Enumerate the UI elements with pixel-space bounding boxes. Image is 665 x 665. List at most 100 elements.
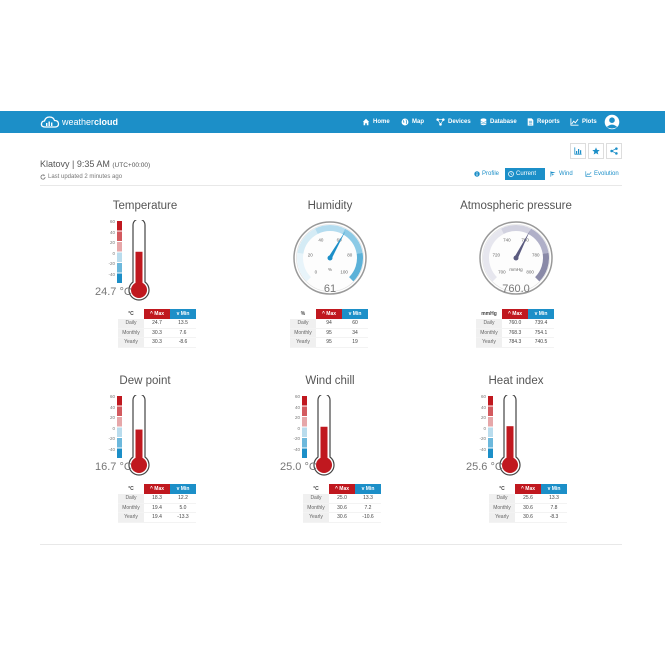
wind-chill-widget: Wind chill 60 40 20 0 -20 -40 25.0 °C °C ^ Max v M… xyxy=(250,375,410,535)
favorite-button[interactable] xyxy=(588,143,604,159)
scale-label: 60 xyxy=(109,219,115,224)
nav-map[interactable]: Map xyxy=(401,116,424,128)
min-label: Min xyxy=(538,310,548,317)
bar-chart-icon xyxy=(574,147,582,155)
max-header: ^ Max xyxy=(329,484,355,494)
thermometer xyxy=(117,395,150,476)
scale-segment xyxy=(302,448,307,458)
stats-unit: °C xyxy=(128,485,134,492)
max-value: 30.6 xyxy=(515,503,541,513)
tab-evolution[interactable]: Evolution xyxy=(582,168,622,180)
max-label: Max xyxy=(154,310,165,317)
humidity-widget: Humidity 0 20 40 60 80 100% 61% ^ Max v Min Daily 9… xyxy=(250,200,410,360)
tab-current-label: Current xyxy=(516,171,537,177)
scale-label: -20 xyxy=(108,261,115,266)
pressure-gauge: 700720740760780800mmHg760.0 xyxy=(479,221,553,295)
min-value: 7.6 xyxy=(170,328,196,338)
humidity-title: Humidity xyxy=(307,200,353,212)
scale-label: 20 xyxy=(109,240,115,245)
table-row: Daily 25.6 13.3 xyxy=(489,493,567,504)
min-value: -13.3 xyxy=(170,512,196,523)
row-label: Monthly xyxy=(476,328,502,338)
max-value: 25.0 xyxy=(329,493,355,504)
min-label: Min xyxy=(180,310,190,317)
gauge-tick-label: 720 xyxy=(492,252,500,257)
max-header: ^ Max xyxy=(515,484,541,494)
min-value: 34 xyxy=(342,328,368,338)
tab-current[interactable]: Current xyxy=(505,168,545,180)
nav-database-label: Database xyxy=(490,119,517,125)
row-label: Monthly xyxy=(303,503,329,513)
scale-segment xyxy=(488,406,493,416)
table-row: Yearly 30.6 -10.6 xyxy=(303,512,381,523)
scale-segment xyxy=(117,438,122,448)
max-value: 19.4 xyxy=(144,512,170,523)
nav-home[interactable]: Home xyxy=(362,116,390,128)
location-time: Klatovy | 9:35 AM xyxy=(40,159,110,169)
tab-profile[interactable]: Profile xyxy=(471,168,502,180)
station-location: Klatovy | 9:35 AM (UTC+00:00) xyxy=(40,159,150,169)
tab-wind[interactable]: Wind xyxy=(547,168,576,180)
min-value: 13.3 xyxy=(541,493,567,504)
table-row: Monthly 30.3 7.6 xyxy=(118,328,196,338)
weathercloud-logo[interactable]: weather cloud xyxy=(40,115,118,129)
row-label: Monthly xyxy=(118,503,144,513)
plot-button[interactable] xyxy=(570,143,586,159)
gauge-band xyxy=(483,228,504,282)
scale-label: 0 xyxy=(112,425,115,431)
max-header: ^ Max xyxy=(144,309,170,319)
nav-database[interactable]: Database xyxy=(480,116,517,128)
max-value: 24.7 xyxy=(144,318,170,329)
nav-devices[interactable]: Devices xyxy=(436,116,471,128)
max-value: 25.6 xyxy=(515,493,541,504)
brand-light: weather xyxy=(62,117,95,127)
gauge-needle xyxy=(514,230,531,259)
gauge-band xyxy=(534,252,549,282)
temperature-widget: Temperature 60 40 20 0 -20 -40 24.7 °C °C ^ Max v … xyxy=(65,200,225,360)
min-value: 739.4 xyxy=(528,318,554,329)
scale-segment xyxy=(117,252,122,262)
tab-evolution-label: Evolution xyxy=(594,171,619,177)
nav-reports[interactable]: Reports xyxy=(527,116,560,128)
table-row: Daily 18.3 12.2 xyxy=(118,493,196,504)
scale-label: 20 xyxy=(480,415,486,420)
temperature-title: Temperature xyxy=(112,200,178,212)
cloud-logo-icon xyxy=(40,116,60,128)
max-value: 30.6 xyxy=(329,503,355,513)
nav-home-label: Home xyxy=(373,119,390,125)
mercury-column xyxy=(320,426,328,459)
nav-devices-label: Devices xyxy=(448,119,471,125)
mercury-bulb xyxy=(131,457,147,473)
max-label: Max xyxy=(326,310,337,317)
scale-label: 60 xyxy=(109,394,115,399)
chevron-down-icon: v xyxy=(361,485,366,492)
min-header: v Min xyxy=(342,309,368,319)
row-label: Yearly xyxy=(290,337,316,348)
scale-segment xyxy=(117,242,122,252)
gauge-band xyxy=(528,228,549,254)
row-label: Daily xyxy=(489,493,515,504)
scale-segment xyxy=(302,438,307,448)
nav-reports-label: Reports xyxy=(537,119,560,125)
globe-icon xyxy=(401,118,409,126)
mercury-column xyxy=(506,426,514,459)
max-label: Max xyxy=(525,485,536,492)
row-label: Yearly xyxy=(476,337,502,348)
gauge-needle xyxy=(328,231,346,259)
min-value: 754.1 xyxy=(528,328,554,338)
table-row: Daily 24.7 13.5 xyxy=(118,318,196,329)
stats-unit: mmHg xyxy=(481,310,497,317)
user-avatar-icon[interactable] xyxy=(604,114,620,130)
pressure-stats-table: mmHg ^ Max v Min Daily 760.0 739.4 Monthly 768.… xyxy=(476,309,554,348)
stats-unit: °C xyxy=(313,485,319,492)
min-header: v Min xyxy=(541,484,567,494)
scale-segment xyxy=(117,396,122,406)
share-button[interactable] xyxy=(606,143,622,159)
max-value: 30.3 xyxy=(144,337,170,348)
row-label: Daily xyxy=(118,493,144,504)
gauge-unit: mmHg xyxy=(509,267,523,272)
scale-label: 0 xyxy=(112,250,115,256)
gauge-tick-label: 80 xyxy=(347,252,353,257)
nav-plots[interactable]: Plots xyxy=(570,116,597,128)
table-row: Daily 94 60 xyxy=(290,318,368,329)
